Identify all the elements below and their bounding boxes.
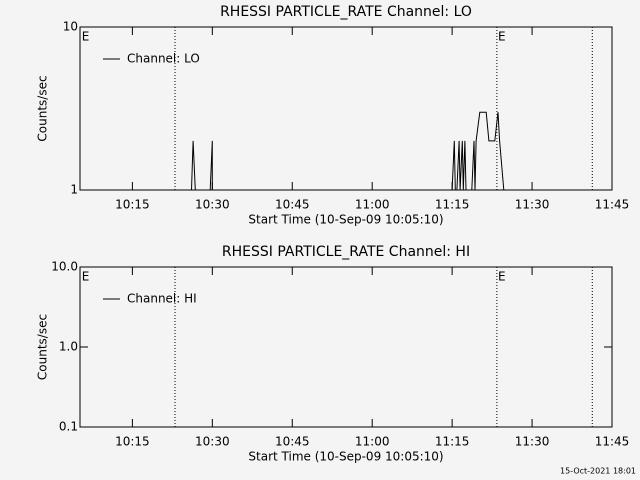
legend-label: Channel: LO — [127, 52, 200, 66]
y-tick-label: 1.0 — [59, 340, 78, 354]
x-tick-label: 10:30 — [195, 435, 230, 449]
x-axis-label: Start Time (10-Sep-09 10:05:10) — [248, 213, 443, 227]
y-tick-label: 10.0 — [51, 260, 78, 274]
x-axis-label: Start Time (10-Sep-09 10:05:10) — [248, 450, 443, 464]
x-tick-label: 10:45 — [275, 435, 310, 449]
y-axis-label: Counts/sec — [36, 75, 50, 141]
annotation: E — [82, 30, 90, 44]
x-tick-label: 11:30 — [515, 198, 550, 212]
x-tick-label: 11:15 — [435, 198, 470, 212]
annotation: E — [82, 270, 90, 284]
timestamp: 15-Oct-2021 18:01 — [560, 467, 636, 476]
y-tick-label: 10 — [63, 20, 78, 34]
x-tick-label: 11:15 — [435, 435, 470, 449]
x-tick-label: 10:15 — [115, 198, 150, 212]
x-tick-label: 11:00 — [355, 198, 390, 212]
x-tick-label: 11:45 — [595, 198, 630, 212]
x-tick-label: 10:15 — [115, 435, 150, 449]
legend-label: Channel: HI — [127, 292, 197, 306]
y-tick-label: 0.1 — [59, 420, 78, 434]
chart-title: RHESSI PARTICLE_RATE Channel: LO — [220, 4, 472, 20]
y-tick-label: 1 — [70, 183, 78, 197]
x-tick-label: 11:45 — [595, 435, 630, 449]
data-line — [80, 111, 610, 191]
y-axis-label: Counts/sec — [36, 314, 50, 380]
annotation: E — [498, 30, 506, 44]
x-tick-label: 11:00 — [355, 435, 390, 449]
annotation: E — [498, 270, 506, 284]
x-tick-label: 11:30 — [515, 435, 550, 449]
x-tick-label: 10:45 — [275, 198, 310, 212]
chart-title: RHESSI PARTICLE_RATE Channel: HI — [222, 244, 470, 260]
x-tick-label: 10:30 — [195, 198, 230, 212]
